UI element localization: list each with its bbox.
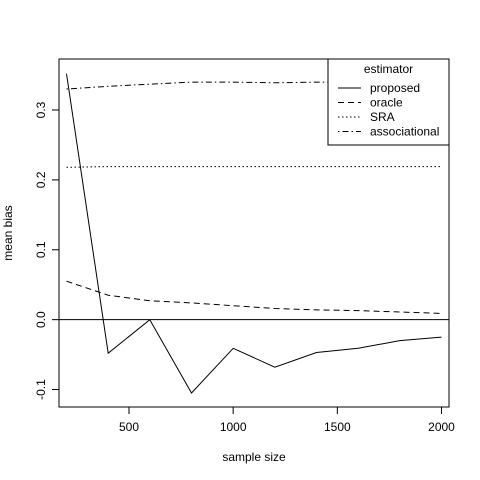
- legend-label-sra: SRA: [370, 110, 395, 124]
- series-line-proposed: [66, 73, 442, 394]
- x-tick-label: 2000: [428, 420, 455, 434]
- series-line-sra: [66, 166, 442, 168]
- legend-label-oracle: oracle: [370, 96, 403, 110]
- y-tick-label: 0.0: [34, 311, 48, 328]
- series-layer: [66, 73, 442, 394]
- legend-label-associational: associational: [370, 125, 439, 139]
- x-tick-label: 1000: [220, 420, 247, 434]
- y-axis: -0.1 0.0 0.1 0.2 0.3: [34, 101, 60, 400]
- x-axis: 500 1000 1500 2000: [119, 406, 455, 434]
- x-axis-label: sample size: [222, 450, 286, 464]
- y-tick-label: 0.1: [34, 241, 48, 258]
- y-tick-label: -0.1: [34, 379, 48, 400]
- x-tick-label: 1500: [324, 420, 351, 434]
- legend-title: estimator: [364, 62, 413, 76]
- y-tick-label: 0.2: [34, 171, 48, 188]
- series-line-oracle: [66, 280, 442, 314]
- series-line-associational: [66, 80, 442, 90]
- y-tick-label: 0.3: [34, 101, 48, 118]
- legend-label-proposed: proposed: [370, 81, 420, 95]
- x-tick-label: 500: [119, 420, 139, 434]
- y-axis-label: mean bias: [1, 205, 15, 260]
